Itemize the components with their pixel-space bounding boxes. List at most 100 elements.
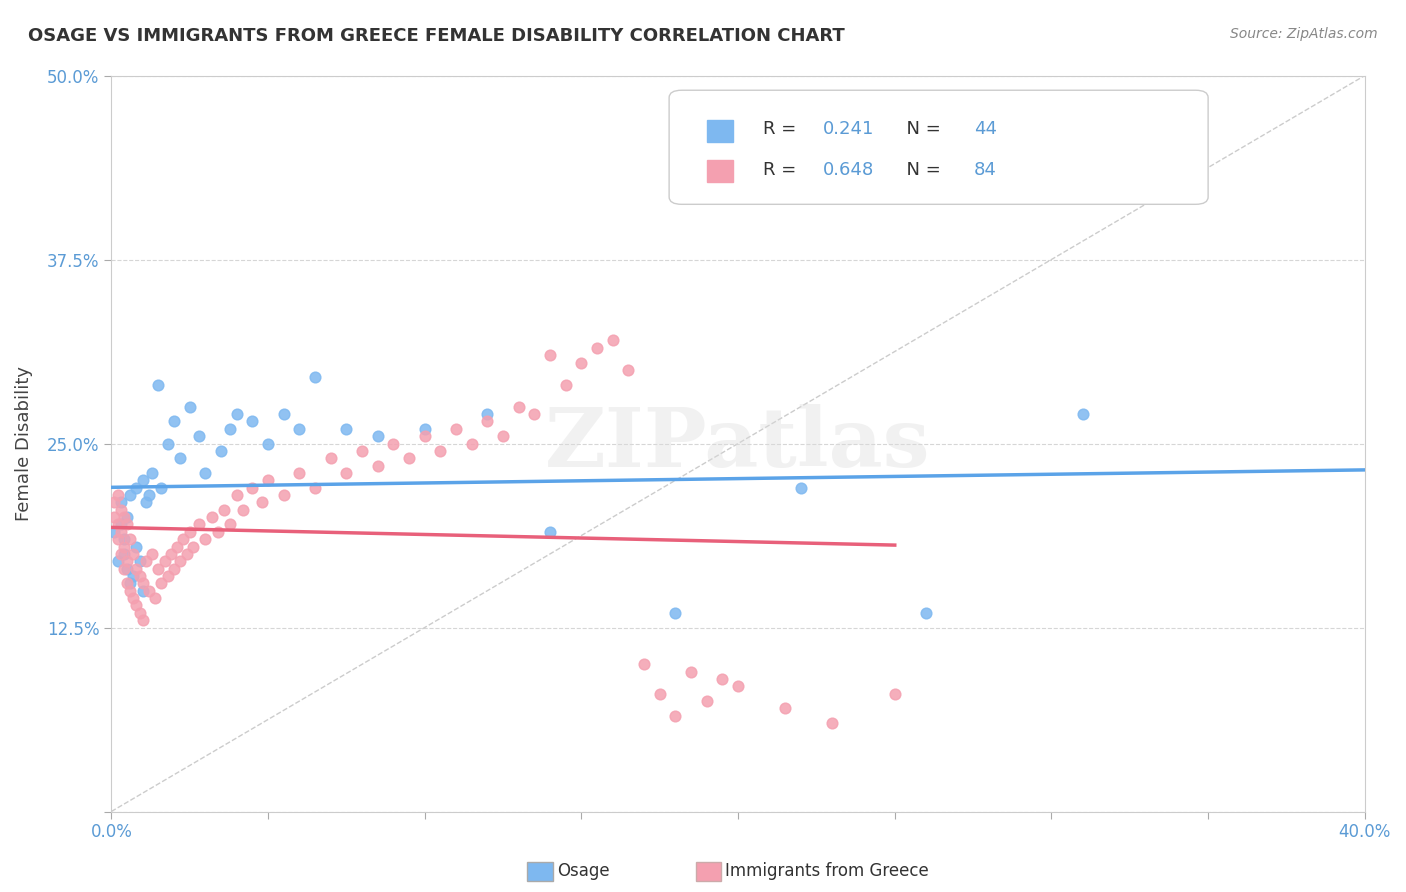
Point <box>112 510 135 524</box>
Point <box>232 502 254 516</box>
Point <box>107 532 129 546</box>
Point <box>382 436 405 450</box>
Point <box>122 569 145 583</box>
Point <box>883 687 905 701</box>
Point <box>181 540 204 554</box>
Point <box>135 495 157 509</box>
Point <box>115 554 138 568</box>
Point <box>304 370 326 384</box>
Point <box>131 576 153 591</box>
Point <box>429 443 451 458</box>
Point <box>148 561 170 575</box>
Point <box>219 517 242 532</box>
Point <box>398 451 420 466</box>
Point <box>110 524 132 539</box>
Text: R =: R = <box>763 120 803 138</box>
Point <box>120 532 142 546</box>
Point <box>120 576 142 591</box>
Point <box>112 561 135 575</box>
Point <box>250 495 273 509</box>
Point <box>602 334 624 348</box>
Point <box>413 429 436 443</box>
Point <box>257 473 280 487</box>
Point <box>915 606 938 620</box>
Point <box>122 547 145 561</box>
Point <box>773 701 796 715</box>
Point <box>335 466 357 480</box>
Point <box>335 422 357 436</box>
Point <box>188 517 211 532</box>
Point <box>112 532 135 546</box>
Point <box>110 502 132 516</box>
Point <box>240 481 263 495</box>
Point <box>141 547 163 561</box>
Text: Immigrants from Greece: Immigrants from Greece <box>725 863 929 880</box>
Point <box>413 422 436 436</box>
Point <box>156 436 179 450</box>
Point <box>538 348 561 362</box>
Point <box>179 524 201 539</box>
Point <box>460 436 482 450</box>
Point <box>120 583 142 598</box>
Point <box>257 436 280 450</box>
Point <box>617 363 640 377</box>
Point <box>163 414 186 428</box>
Point <box>131 473 153 487</box>
Point <box>219 422 242 436</box>
Point <box>288 422 311 436</box>
Text: 84: 84 <box>974 161 997 178</box>
Point <box>160 547 183 561</box>
Point <box>554 377 576 392</box>
Point <box>696 694 718 708</box>
Point <box>163 561 186 575</box>
Point <box>125 561 148 575</box>
Point <box>212 502 235 516</box>
Point <box>727 680 749 694</box>
Text: 0.241: 0.241 <box>824 120 875 138</box>
Point <box>150 576 173 591</box>
Point <box>790 481 813 495</box>
Point <box>477 414 499 428</box>
Point <box>240 414 263 428</box>
Point <box>128 606 150 620</box>
Point <box>319 451 342 466</box>
Point <box>110 495 132 509</box>
Text: N =: N = <box>894 161 946 178</box>
Point <box>225 488 247 502</box>
Point <box>166 540 188 554</box>
Text: N =: N = <box>894 120 946 138</box>
Point <box>103 524 125 539</box>
Point <box>225 407 247 421</box>
Point <box>138 583 160 598</box>
Point <box>110 547 132 561</box>
Point <box>169 451 191 466</box>
Point <box>209 443 232 458</box>
Point <box>188 429 211 443</box>
Point <box>107 488 129 502</box>
Point <box>112 540 135 554</box>
Point <box>176 547 198 561</box>
Point <box>110 517 132 532</box>
Point <box>169 554 191 568</box>
Point <box>135 554 157 568</box>
Text: Source: ZipAtlas.com: Source: ZipAtlas.com <box>1230 27 1378 41</box>
Point <box>569 355 592 369</box>
Point <box>586 341 609 355</box>
Point <box>107 517 129 532</box>
Y-axis label: Female Disability: Female Disability <box>15 366 32 521</box>
Point <box>1071 407 1094 421</box>
Point <box>115 510 138 524</box>
Point <box>153 554 176 568</box>
Text: ZIPatlas: ZIPatlas <box>546 403 931 483</box>
Point <box>125 481 148 495</box>
Text: 0.648: 0.648 <box>824 161 875 178</box>
Point <box>120 488 142 502</box>
Text: Osage: Osage <box>557 863 609 880</box>
Point <box>681 665 703 679</box>
Point <box>194 532 217 546</box>
Point <box>523 407 546 421</box>
Point <box>508 400 530 414</box>
Point <box>112 547 135 561</box>
Point <box>122 591 145 605</box>
Point <box>492 429 515 443</box>
